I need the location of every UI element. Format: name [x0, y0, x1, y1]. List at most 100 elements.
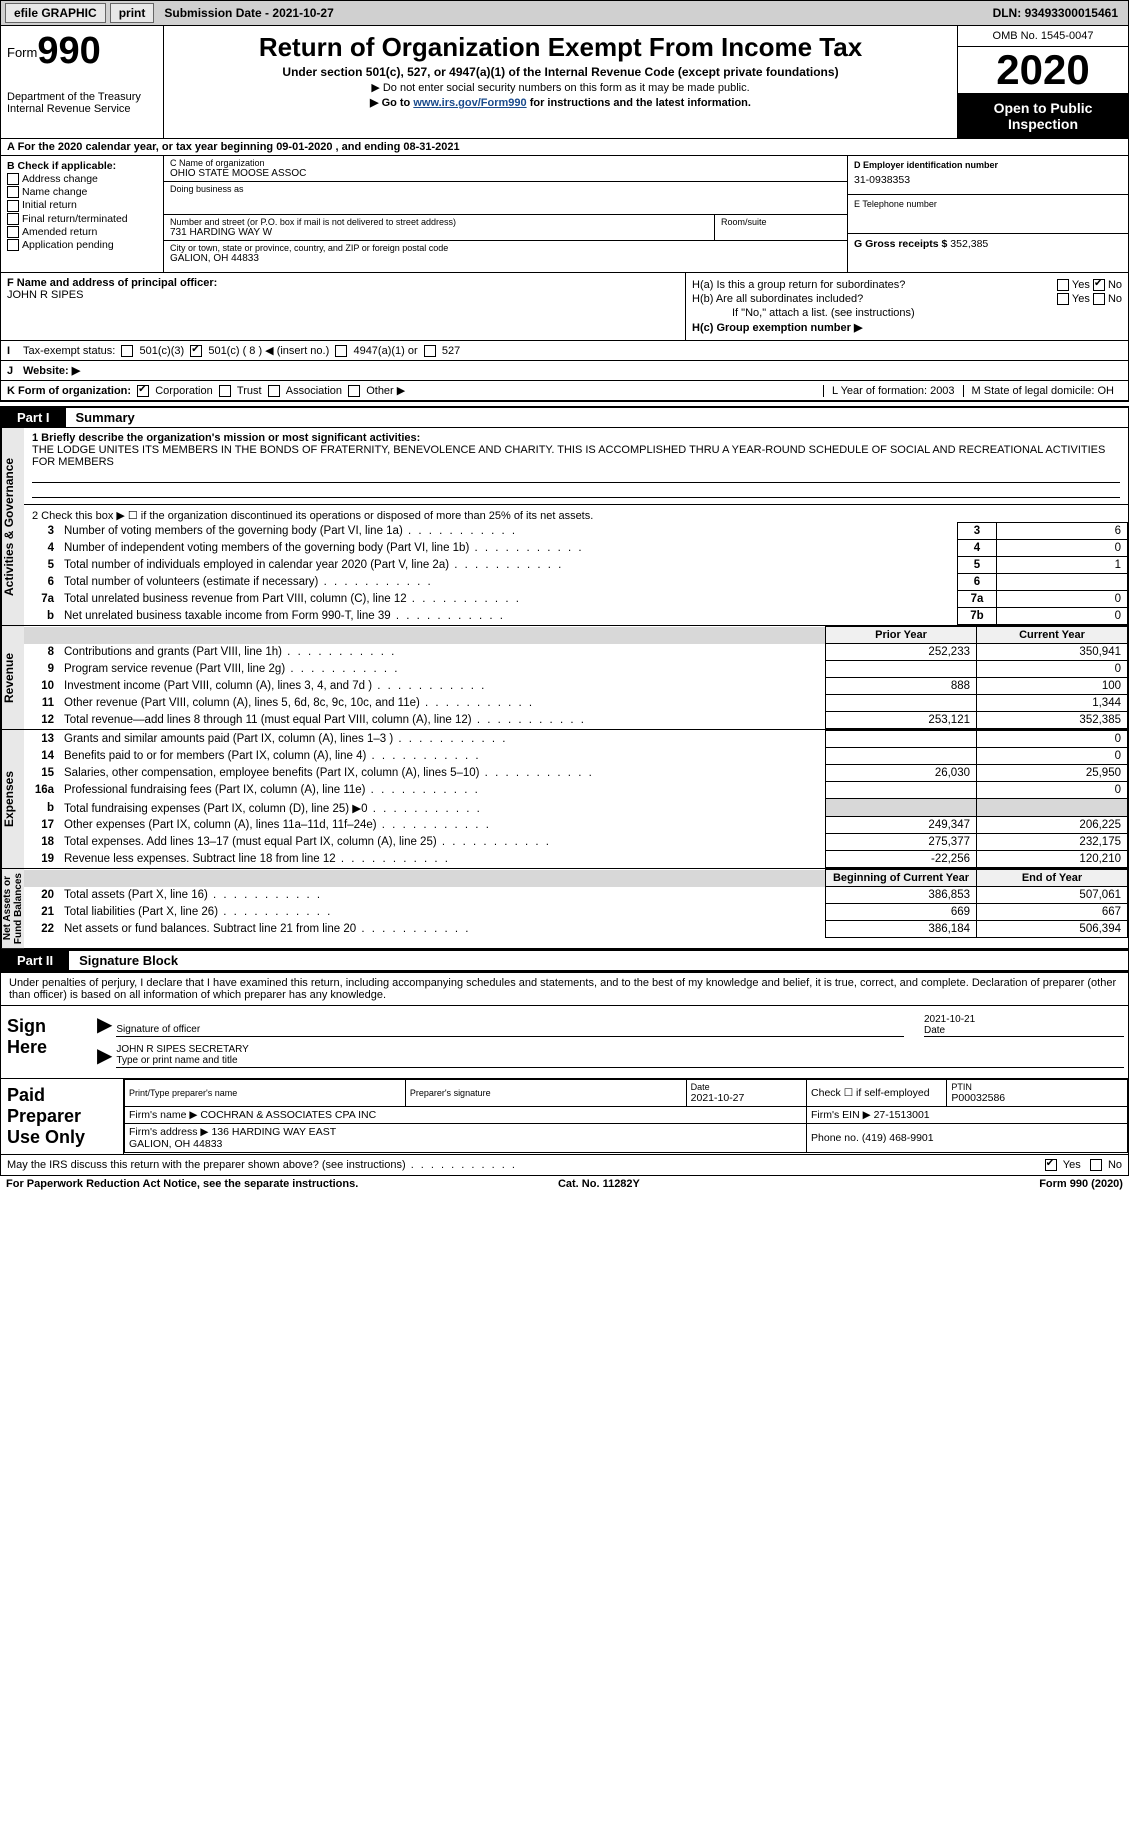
chk-4947a1[interactable] [335, 345, 347, 357]
chk-other[interactable] [348, 385, 360, 397]
goto-note: ▶ Go to www.irs.gov/Form990 for instruct… [172, 96, 949, 109]
exp-table: 13 Grants and similar amounts paid (Part… [24, 730, 1128, 868]
prep-row-3: Firm's address ▶ 136 HARDING WAY EAST GA… [125, 1124, 1128, 1153]
line-desc: Contributions and grants (Part VIII, lin… [60, 644, 826, 661]
officer-name-field: JOHN R SIPES SECRETARY Type or print nam… [116, 1044, 1124, 1068]
revenue-section: Revenue Prior Year Current Year 8 Contri… [0, 626, 1129, 730]
chk-ha-no[interactable] [1093, 279, 1105, 291]
chk-trust[interactable] [219, 385, 231, 397]
line-num: 9 [24, 661, 60, 678]
irs-link[interactable]: www.irs.gov/Form990 [413, 97, 526, 109]
open-to-public: Open to Public Inspection [958, 94, 1128, 138]
sign-here-fields: ▶ Signature of officer 2021-10-21 Date ▶… [93, 1006, 1128, 1078]
chk-app-pending[interactable] [7, 239, 19, 251]
chk-527[interactable] [424, 345, 436, 357]
line-desc: Other revenue (Part VIII, column (A), li… [60, 695, 826, 712]
table-row: 17 Other expenses (Part IX, column (A), … [24, 817, 1128, 834]
line-desc: Net assets or fund balances. Subtract li… [60, 921, 826, 938]
form-title: Return of Organization Exempt From Incom… [172, 32, 949, 63]
dln: DLN: 93493300015461 [993, 6, 1124, 20]
submission-date-label: Submission Date - 2021-10-27 [158, 6, 339, 20]
line-num: 6 [24, 574, 60, 591]
prep-sig-label: Preparer's signature [410, 1088, 682, 1098]
rev-header-row: Prior Year Current Year [24, 627, 1128, 644]
chk-address-change[interactable] [7, 173, 19, 185]
side-expenses: Expenses [1, 730, 24, 868]
current-year-val: 0 [977, 731, 1128, 748]
discuss-yes: Yes [1063, 1159, 1081, 1171]
chk-ha-yes[interactable] [1057, 279, 1069, 291]
efile-graphic-button[interactable]: efile GRAPHIC [5, 3, 106, 23]
line-desc: Grants and similar amounts paid (Part IX… [60, 731, 826, 748]
chk-final-return[interactable] [7, 213, 19, 225]
line-desc: Net unrelated business taxable income fr… [60, 608, 958, 625]
page-footer: For Paperwork Reduction Act Notice, see … [0, 1176, 1129, 1192]
chk-amended-return[interactable] [7, 226, 19, 238]
print-button[interactable]: print [110, 3, 155, 23]
table-row: 21 Total liabilities (Part X, line 26) 6… [24, 904, 1128, 921]
line-val: 0 [997, 540, 1128, 557]
tax-year: 2020 [958, 47, 1128, 94]
chk-hb-no[interactable] [1093, 293, 1105, 305]
addr-row: Number and street (or P.O. box if mail i… [164, 215, 847, 241]
form-org-label: K Form of organization: [7, 385, 131, 397]
blank-line-2 [32, 485, 1120, 498]
org-name: OHIO STATE MOOSE ASSOC [170, 168, 841, 179]
line-num: 12 [24, 712, 60, 729]
part2-title: Signature Block [69, 953, 178, 968]
rev-body: Prior Year Current Year 8 Contributions … [24, 626, 1128, 729]
officer-name-value: JOHN R SIPES SECRETARY [116, 1044, 1124, 1055]
part1-header: Part I Summary [0, 406, 1129, 428]
chk-501c3[interactable] [121, 345, 133, 357]
line-num: 3 [24, 523, 60, 540]
side-governance: Activities & Governance [1, 428, 24, 625]
expenses-section: Expenses 13 Grants and similar amounts p… [0, 730, 1129, 869]
footer-mid: Cat. No. 11282Y [558, 1178, 640, 1190]
table-row: 5 Total number of individuals employed i… [24, 557, 1128, 574]
net-body: Beginning of Current Year End of Year 20… [24, 869, 1128, 948]
submission-label: Submission Date - [164, 6, 272, 20]
line-num: 21 [24, 904, 60, 921]
chk-initial-return[interactable] [7, 200, 19, 212]
line-desc: Total number of individuals employed in … [60, 557, 958, 574]
table-row: 18 Total expenses. Add lines 13–17 (must… [24, 834, 1128, 851]
part1-title: Summary [66, 410, 135, 425]
table-row: 7a Total unrelated business revenue from… [24, 591, 1128, 608]
phone-cell: E Telephone number [848, 195, 1128, 234]
line-desc: Benefits paid to or for members (Part IX… [60, 748, 826, 765]
opt-4947a1: 4947(a)(1) or [353, 345, 417, 357]
side-net-assets: Net Assets or Fund Balances [1, 869, 24, 948]
chk-name-change[interactable] [7, 186, 19, 198]
form-990-num: 990 [37, 30, 100, 72]
line-desc: Total expenses. Add lines 13–17 (must eq… [60, 834, 826, 851]
current-year-val [977, 799, 1128, 817]
chk-corporation[interactable] [137, 385, 149, 397]
line-num: 10 [24, 678, 60, 695]
current-year-val: 232,175 [977, 834, 1128, 851]
row-klm: K Form of organization: Corporation Trus… [0, 381, 1129, 402]
officer-sig-label: Signature of officer [116, 1024, 904, 1035]
table-row: 9 Program service revenue (Part VIII, li… [24, 661, 1128, 678]
prep-date-cell: Date2021-10-27 [686, 1080, 806, 1107]
chk-501c[interactable] [190, 345, 202, 357]
line-num: b [24, 608, 60, 625]
col-prior-year: Prior Year [826, 627, 977, 644]
officer-sig-field[interactable]: Signature of officer [116, 1010, 904, 1037]
chk-hb-yes[interactable] [1057, 293, 1069, 305]
table-row: 8 Contributions and grants (Part VIII, l… [24, 644, 1128, 661]
line-num: b [24, 799, 60, 817]
chk-association[interactable] [268, 385, 280, 397]
chk-discuss-no[interactable] [1090, 1159, 1102, 1171]
line-box: 7a [958, 591, 997, 608]
sig-date-field: 2021-10-21 Date [924, 1014, 1124, 1037]
part1-tag: Part I [1, 408, 66, 427]
penalty-text: Under penalties of perjury, I declare th… [1, 973, 1128, 1005]
col-end-year: End of Year [977, 870, 1128, 887]
line-num: 20 [24, 887, 60, 904]
chk-discuss-yes[interactable] [1045, 1159, 1057, 1171]
h-b-row: H(b) Are all subordinates included? Yes … [692, 293, 1122, 305]
sig-arrow-1: ▶ [97, 1012, 112, 1037]
current-year-val: 506,394 [977, 921, 1128, 938]
h-b-label: H(b) Are all subordinates included? [692, 293, 1057, 305]
opt-corporation: Corporation [155, 385, 212, 397]
